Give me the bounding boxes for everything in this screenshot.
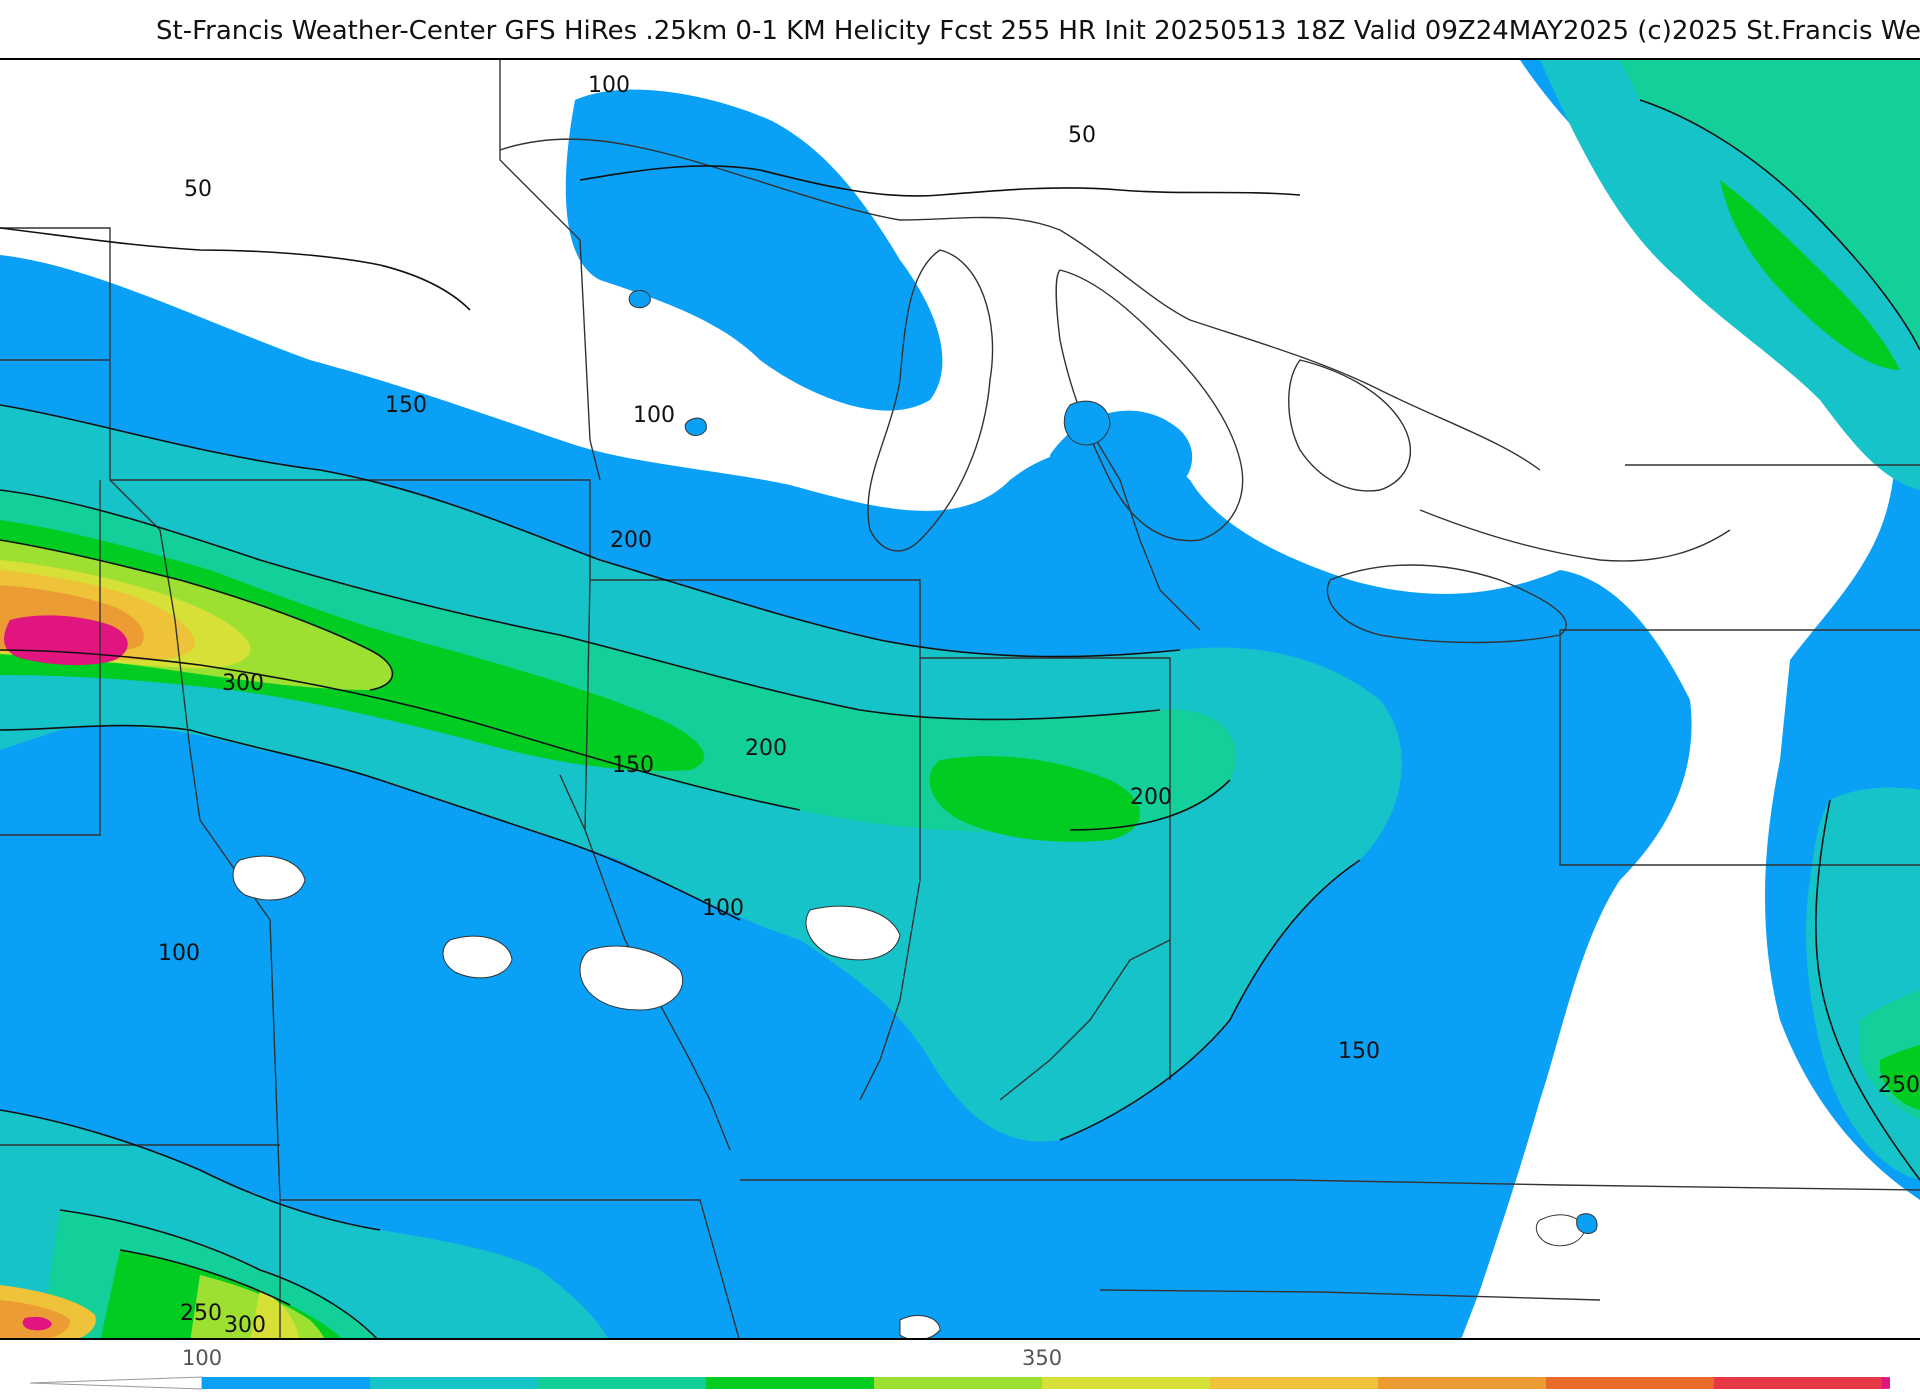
colorbar-segment — [1378, 1377, 1546, 1389]
colorbar-segment — [1714, 1377, 1882, 1389]
colorbar-segment — [1882, 1377, 1890, 1389]
contour-label: 50 — [184, 177, 212, 202]
helicity-fill-max — [4, 615, 128, 1331]
colorbar-tick-label: 350 — [1022, 1346, 1063, 1370]
contour-label: 200 — [610, 528, 652, 553]
contour-lines — [0, 99, 1920, 1338]
contour-label: 150 — [612, 753, 654, 778]
contour-label: 50 — [1068, 123, 1096, 148]
contour-label: 100 — [588, 73, 630, 98]
colorbar-segment — [706, 1377, 874, 1389]
colorbar-low-tail — [30, 1376, 203, 1390]
colorbar-segment — [1210, 1377, 1378, 1389]
map-title: St-Francis Weather-Center GFS HiRes .25k… — [156, 16, 1920, 46]
lake-outlines — [499, 138, 1731, 644]
map-header: St-Francis Weather-Center GFS HiRes .25k… — [0, 0, 1920, 58]
contour-label: 250 — [180, 1301, 222, 1326]
contour-label: 200 — [745, 736, 787, 761]
colorbar-segment — [874, 1377, 1042, 1389]
map-canvas: 100 50 50 150 100 200 300 200 150 200 10… — [0, 60, 1920, 1338]
contour-label: 150 — [385, 393, 427, 418]
contour-label: 100 — [702, 896, 744, 921]
colorbar-legend: 100 350 — [0, 1340, 1920, 1400]
colorbar-tick-label: 100 — [182, 1346, 223, 1370]
colorbar-segment — [370, 1377, 538, 1389]
colorbar-segment — [538, 1377, 706, 1389]
low-helicity-areas — [232, 855, 1586, 1338]
helicity-islands — [628, 290, 1598, 1234]
contour-label: 100 — [633, 403, 675, 428]
contour-label: 100 — [158, 941, 200, 966]
colorbar-segment — [202, 1377, 370, 1389]
contour-label: 200 — [1130, 785, 1172, 810]
helicity-map: 100 50 50 150 100 200 300 200 150 200 10… — [0, 58, 1920, 1340]
colorbar-segment — [1042, 1377, 1210, 1389]
contour-label: 300 — [222, 671, 264, 696]
state-boundaries — [0, 60, 1920, 1338]
contour-label: 250 — [1878, 1073, 1920, 1098]
colorbar-segment — [1546, 1377, 1714, 1389]
contour-label: 150 — [1338, 1039, 1380, 1064]
contour-label: 300 — [224, 1313, 266, 1338]
colorbar-strip — [30, 1376, 1890, 1390]
contour-label-group: 100 50 50 150 100 200 300 200 150 200 10… — [158, 73, 1920, 1338]
